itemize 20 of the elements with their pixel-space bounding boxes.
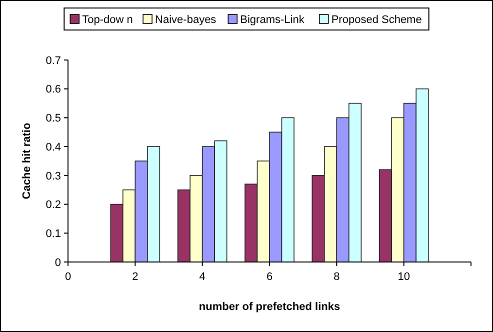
y-tick-label: 0.6 [46,84,61,96]
x-tick-label: 6 [266,271,273,283]
y-tick-label: 0.4 [46,141,61,154]
y-tick-label: 0.1 [46,228,61,240]
x-axis-title: number of prefetched links [198,301,340,313]
legend-label: Bigrams-Link [240,14,305,26]
x-tick-label: 2 [132,271,138,283]
x-tick-label: 0 [64,271,72,283]
legend-label: Top-dow n [82,14,133,26]
y-tick-label: 0.2 [46,199,61,212]
x-tick-label: 8 [334,271,340,283]
x-tick-label: 10 [398,271,410,283]
y-tick-label: 0.3 [46,170,61,182]
y-axis-title: Cache hit ratio [21,122,33,200]
y-tick-label: 0.5 [46,112,61,125]
y-tick-label: 0.7 [46,54,61,67]
x-tick-label: 4 [199,271,206,283]
y-tick-label: 0 [54,256,61,269]
legend-label: Naive-bayes [155,14,217,26]
legend-label: Proposed Scheme [331,14,422,26]
